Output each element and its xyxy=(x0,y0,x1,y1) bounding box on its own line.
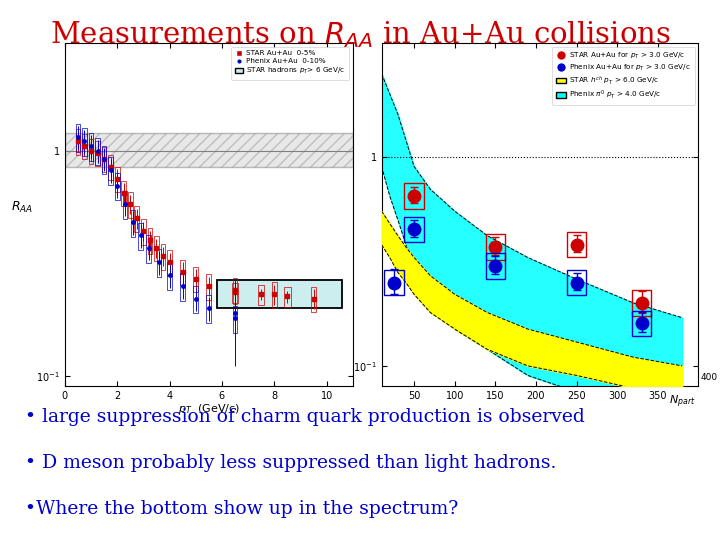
Bar xyxy=(284,287,291,307)
Bar xyxy=(180,260,185,285)
Bar xyxy=(258,285,264,305)
Bar xyxy=(384,270,403,295)
Bar xyxy=(567,270,586,295)
Text: •Where the bottom show up in the spectrum?: •Where the bottom show up in the spectru… xyxy=(25,500,459,517)
Bar xyxy=(631,310,652,336)
Bar xyxy=(180,273,185,301)
Bar xyxy=(207,295,211,323)
Legend: STAR Au+Au  0-5%, Phenix Au+Au  0-10%, STAR hadrons $p_T$> 6 GeV/c: STAR Au+Au 0-5%, Phenix Au+Au 0-10%, STA… xyxy=(231,47,349,80)
Bar xyxy=(89,133,94,160)
Bar xyxy=(272,282,276,308)
Text: • large suppression of charm quark production is observed: • large suppression of charm quark produ… xyxy=(25,408,585,426)
Bar xyxy=(485,253,505,279)
Bar xyxy=(114,167,120,192)
Bar xyxy=(95,138,100,165)
Bar xyxy=(194,286,198,313)
Text: • D meson probably less suppressed than light hadrons.: • D meson probably less suppressed than … xyxy=(25,454,557,471)
Bar xyxy=(485,234,505,260)
Bar xyxy=(128,192,132,218)
Legend: STAR Au+Au for $p_T$ > 3.0 GeV/c, Phenix Au+Au for $p_T$ > 3.0 GeV/c, STAR $h^{c: STAR Au+Au for $p_T$ > 3.0 GeV/c, Phenix… xyxy=(552,47,695,105)
X-axis label: $p_T$  (GeV/c): $p_T$ (GeV/c) xyxy=(178,402,240,416)
Bar xyxy=(65,133,353,166)
Y-axis label: $R_{AA}$: $R_{AA}$ xyxy=(12,200,33,215)
Bar xyxy=(167,262,172,290)
Bar xyxy=(130,210,135,237)
Text: 400: 400 xyxy=(701,373,718,382)
Bar xyxy=(122,181,126,206)
Bar xyxy=(194,267,198,292)
Bar xyxy=(114,173,120,200)
Bar xyxy=(631,291,652,315)
Bar xyxy=(89,139,94,164)
Bar xyxy=(154,236,159,261)
Bar xyxy=(108,154,113,180)
Bar xyxy=(102,146,107,173)
Bar xyxy=(207,274,211,300)
Bar xyxy=(217,280,342,308)
Bar xyxy=(405,183,424,208)
Bar xyxy=(76,124,80,152)
Bar xyxy=(138,222,143,250)
Bar xyxy=(167,250,172,276)
Bar xyxy=(65,133,353,166)
Bar xyxy=(233,278,238,304)
Bar xyxy=(567,232,586,258)
Bar xyxy=(102,147,107,172)
Text: $N_{part}$: $N_{part}$ xyxy=(669,394,696,410)
Bar xyxy=(141,219,145,245)
Bar xyxy=(82,129,87,156)
Bar xyxy=(157,249,161,277)
Bar xyxy=(82,134,87,159)
Bar xyxy=(232,283,238,302)
Bar xyxy=(161,244,166,270)
Bar xyxy=(95,140,100,166)
Bar xyxy=(405,217,424,242)
Bar xyxy=(76,130,80,155)
Bar xyxy=(122,191,127,219)
Bar xyxy=(146,235,151,262)
Bar xyxy=(311,287,316,312)
Bar xyxy=(135,206,139,232)
Bar xyxy=(233,306,238,333)
Bar xyxy=(148,228,152,254)
Bar xyxy=(108,157,113,185)
Text: Measurements on $\mathit{R_{AA}}$ in Au+Au collisions: Measurements on $\mathit{R_{AA}}$ in Au+… xyxy=(50,19,670,50)
